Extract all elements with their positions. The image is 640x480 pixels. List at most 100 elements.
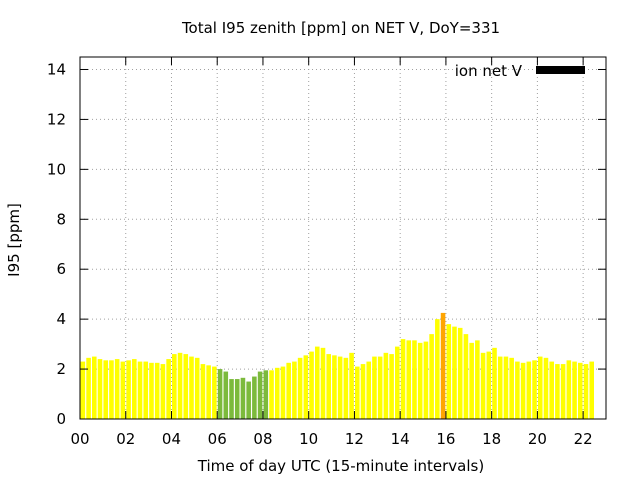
x-tick-label: 10 (299, 430, 318, 448)
x-tick-label: 06 (208, 430, 227, 448)
x-tick-label: 20 (528, 430, 547, 448)
bar (577, 362, 583, 419)
bar (154, 362, 160, 419)
bar (172, 354, 177, 419)
bar (463, 334, 469, 419)
x-tick-label: 14 (391, 430, 410, 448)
bar (555, 364, 560, 419)
bar (206, 365, 211, 419)
bar (423, 341, 429, 419)
y-tick-label: 0 (56, 410, 66, 428)
bar (149, 362, 154, 419)
bar (400, 339, 406, 419)
bars (80, 312, 594, 419)
bar (189, 356, 194, 419)
bar (194, 357, 200, 419)
y-tick-label: 14 (47, 60, 66, 78)
bar (332, 355, 337, 419)
bar (126, 360, 131, 419)
grid (80, 57, 606, 419)
bar (303, 355, 309, 419)
bar (143, 361, 149, 419)
bar (412, 340, 417, 419)
bar (526, 361, 532, 419)
bar (183, 354, 189, 419)
bar (503, 356, 509, 419)
bar (429, 334, 434, 419)
bar (297, 357, 303, 419)
x-tick-label: 22 (574, 430, 593, 448)
bar (229, 379, 234, 419)
bar (509, 357, 514, 419)
bar (257, 371, 263, 419)
bar (583, 364, 589, 419)
bar (355, 366, 360, 419)
bar (263, 370, 269, 419)
bar (217, 369, 223, 419)
bar (440, 312, 446, 419)
bar (212, 366, 217, 419)
bar (492, 347, 497, 419)
legend: ion net V (455, 62, 585, 80)
bar (160, 364, 166, 419)
bar (515, 361, 520, 419)
x-tick-label: 08 (253, 430, 272, 448)
bar (280, 366, 286, 419)
x-tick-label: 00 (70, 430, 89, 448)
bar (314, 346, 320, 419)
y-tick-label: 4 (56, 310, 66, 328)
bar (177, 352, 183, 419)
y-tick-label: 10 (47, 160, 66, 178)
legend-label: ion net V (455, 62, 523, 80)
plot-border (79, 56, 607, 420)
bar (97, 359, 103, 419)
bar (80, 361, 86, 419)
bar (486, 351, 492, 419)
bar (532, 360, 537, 419)
bar (343, 357, 349, 419)
bar (120, 361, 126, 419)
x-tick-label: 18 (482, 430, 501, 448)
bar (286, 362, 291, 419)
x-tick-label: 12 (345, 430, 364, 448)
bar (417, 342, 423, 419)
y-tick-label: 8 (56, 210, 66, 228)
bar (372, 356, 377, 419)
x-tick-label: 16 (436, 430, 455, 448)
bar (395, 346, 400, 419)
bar (234, 379, 240, 419)
bar (377, 356, 383, 419)
bar (572, 361, 577, 419)
bar (520, 362, 526, 419)
bar (309, 351, 314, 419)
bar (497, 356, 503, 419)
bar (435, 319, 440, 419)
bar (360, 364, 366, 419)
bar (292, 361, 297, 419)
x-tick-label: 02 (116, 430, 135, 448)
bar (469, 342, 474, 419)
bar (326, 354, 331, 419)
bar (366, 361, 372, 419)
bar (549, 361, 554, 419)
bar (109, 360, 114, 419)
bar (543, 357, 549, 419)
bar (446, 324, 452, 419)
bar (223, 371, 229, 419)
bar (537, 356, 543, 419)
bar (389, 354, 394, 419)
y-tick-label: 12 (47, 110, 66, 128)
bar (252, 376, 257, 419)
bar (349, 352, 354, 419)
bar (320, 347, 326, 419)
x-axis-label: Time of day UTC (15-minute intervals) (197, 457, 484, 475)
bar (457, 327, 463, 419)
y-axis-label: I95 [ppm] (5, 203, 23, 277)
bar (452, 326, 457, 419)
bar (560, 364, 566, 419)
chart-title: Total I95 zenith [ppm] on NET V, DoY=331 (181, 19, 500, 37)
bar (86, 357, 91, 419)
bar (200, 364, 206, 419)
